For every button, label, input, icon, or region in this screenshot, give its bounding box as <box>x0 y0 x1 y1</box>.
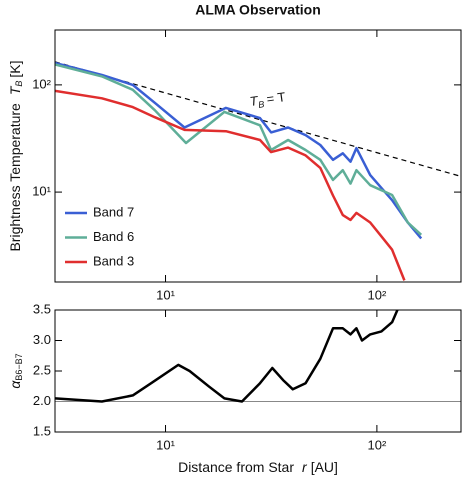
x-tick-label: 10¹ <box>156 437 175 452</box>
y-tick-label: 2.0 <box>33 393 51 408</box>
ref-symbol: T <box>249 93 260 109</box>
series-line <box>55 310 399 403</box>
y-axis-label: αB6−B7 <box>7 353 25 388</box>
y-label-unit: [K] <box>7 60 23 77</box>
legend-label: Band 6 <box>93 229 134 244</box>
x-tick-label: 10¹ <box>156 287 175 302</box>
legend-label: Band 3 <box>93 253 134 268</box>
ref-rest: = T <box>266 90 287 107</box>
y-tick-label: 3.5 <box>33 301 51 316</box>
y-label-symbol: T <box>7 85 23 95</box>
x-tick-label: 10² <box>367 437 386 452</box>
series-line <box>55 89 406 281</box>
legend-label: Band 7 <box>93 204 134 219</box>
y-tick-label: 1.5 <box>33 423 51 438</box>
series-line <box>55 63 423 236</box>
x-label-unit: [AU] <box>311 459 338 475</box>
reference-line <box>55 61 461 177</box>
y-tick-label: 10¹ <box>32 184 51 199</box>
x-tick-label: 10² <box>367 287 386 302</box>
y-label-symbol: α <box>7 380 23 389</box>
y-tick-label: 2.5 <box>33 362 51 377</box>
y-tick-label: 10² <box>32 76 51 91</box>
y-label-sub: B <box>14 81 24 87</box>
series-line <box>55 61 423 240</box>
plot-frame <box>54 309 462 433</box>
chart-title: ALMA Observation <box>195 2 321 18</box>
ref-sub: B <box>258 99 265 110</box>
x-label-symbol: r <box>302 459 308 475</box>
reference-label: TB= T <box>249 90 287 112</box>
plot-frame <box>54 29 462 283</box>
y-label-sub: B6−B7 <box>14 353 24 380</box>
x-axis-label: Distance from Star r [AU] <box>178 459 338 475</box>
x-label-text: Distance from Star <box>178 459 294 475</box>
y-label-text: Brightness Temperature <box>7 103 23 252</box>
y-tick-label: 3.0 <box>33 332 51 347</box>
y-axis-label: Brightness Temperature TB [K] <box>7 60 25 251</box>
